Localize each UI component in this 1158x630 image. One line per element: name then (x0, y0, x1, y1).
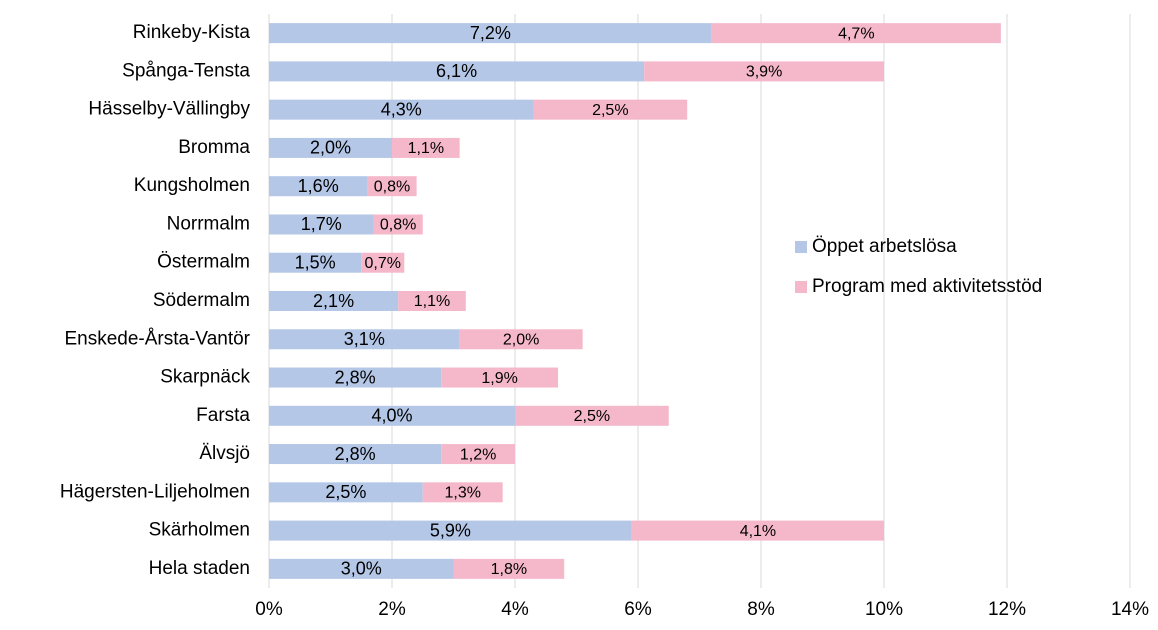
legend-label: Program med aktivitetsstöd (812, 276, 1042, 297)
bar-segment (269, 176, 368, 197)
x-tick-label: 8% (747, 599, 775, 620)
y-tick-label: Östermalm (157, 252, 250, 273)
bar-segment (515, 405, 669, 426)
bar-segment (269, 137, 392, 158)
data-label: 0,8% (374, 178, 410, 195)
data-label: 1,5% (295, 252, 336, 272)
data-label: 6,1% (436, 61, 477, 81)
legend-label: Öppet arbetslösa (812, 236, 957, 257)
bar-segment (269, 214, 374, 235)
x-tick-label: 0% (255, 599, 283, 620)
y-tick-label: Kungsholmen (134, 175, 250, 196)
bar-segment (269, 291, 399, 311)
data-label: 1,3% (444, 485, 480, 502)
x-tick-label: 2% (378, 599, 406, 620)
data-label: 2,5% (325, 482, 366, 502)
y-tick-label: Älvsjö (199, 443, 250, 464)
data-label: 4,7% (838, 25, 874, 42)
data-label: 2,8% (335, 444, 376, 464)
y-tick-label: Farsta (196, 405, 250, 426)
data-label: 2,5% (592, 102, 628, 119)
y-tick-label: Hässelby-Vällingby (88, 99, 250, 120)
data-label: 7,2% (470, 23, 511, 43)
x-tick-label: 14% (1111, 599, 1149, 620)
data-label: 2,8% (335, 367, 376, 387)
bar-segment (373, 214, 423, 235)
bar-segment (398, 291, 466, 311)
data-label: 1,2% (460, 446, 496, 463)
data-label: 2,5% (574, 408, 610, 425)
data-label: 0,8% (380, 217, 416, 234)
y-tick-label: Enskede-Årsta-Vantör (64, 328, 250, 349)
legend-swatch (795, 241, 807, 253)
bar-segment (453, 558, 565, 579)
bar-segment (269, 558, 454, 579)
y-tick-label: Spånga-Tensta (122, 60, 250, 81)
data-label: 3,9% (746, 64, 782, 81)
data-label: 5,9% (430, 520, 471, 540)
data-label: 1,8% (491, 561, 527, 578)
y-tick-label: Hägersten-Liljeholmen (60, 481, 250, 502)
x-tick-label: 6% (624, 599, 652, 620)
data-label: 1,6% (298, 176, 339, 196)
y-tick-label: Hela staden (149, 558, 250, 579)
x-tick-label: 12% (988, 599, 1026, 620)
bar-segment (269, 444, 442, 465)
bar-segment (269, 367, 442, 388)
bar-segment (269, 23, 712, 44)
bar-segment (269, 252, 362, 273)
legend-swatch (795, 281, 807, 293)
x-tick-label: 10% (865, 599, 903, 620)
bar-segment (459, 329, 583, 350)
y-tick-label: Norrmalm (167, 213, 250, 234)
y-tick-label: Södermalm (153, 290, 250, 311)
bar-segment (711, 23, 1001, 44)
data-label: 1,9% (481, 370, 517, 387)
data-label: 4,0% (371, 406, 412, 426)
bar-segment (269, 482, 423, 503)
bar-segment (269, 61, 645, 82)
y-tick-label: Skarpnäck (160, 367, 250, 388)
data-label: 2,0% (503, 331, 539, 348)
bar-segment (269, 329, 460, 350)
bar-segment (631, 520, 884, 541)
y-tick-label: Bromma (178, 137, 250, 158)
bar-segment (644, 61, 884, 82)
data-label: 1,1% (414, 293, 450, 310)
bar-segment (392, 137, 460, 158)
bar-segment (361, 252, 405, 273)
data-label: 2,1% (313, 291, 354, 311)
bar-segment (441, 444, 515, 465)
bar-segment (367, 176, 417, 197)
data-label: 1,1% (408, 140, 444, 157)
data-label: 0,7% (365, 255, 401, 272)
bar-segment (269, 520, 632, 541)
bar-segment (441, 367, 559, 388)
data-label: 1,7% (301, 214, 342, 234)
data-label: 4,3% (381, 99, 422, 119)
y-tick-label: Rinkeby-Kista (133, 22, 251, 43)
y-tick-label: Skärholmen (149, 520, 250, 541)
data-label: 2,0% (310, 138, 351, 158)
x-tick-label: 4% (501, 599, 529, 620)
bar-segment (269, 99, 534, 120)
bar-segment (422, 482, 503, 503)
data-label: 3,0% (341, 559, 382, 579)
data-label: 3,1% (344, 329, 385, 349)
bar-segment (269, 405, 515, 426)
data-label: 4,1% (740, 523, 776, 540)
bar-segment (533, 99, 688, 120)
